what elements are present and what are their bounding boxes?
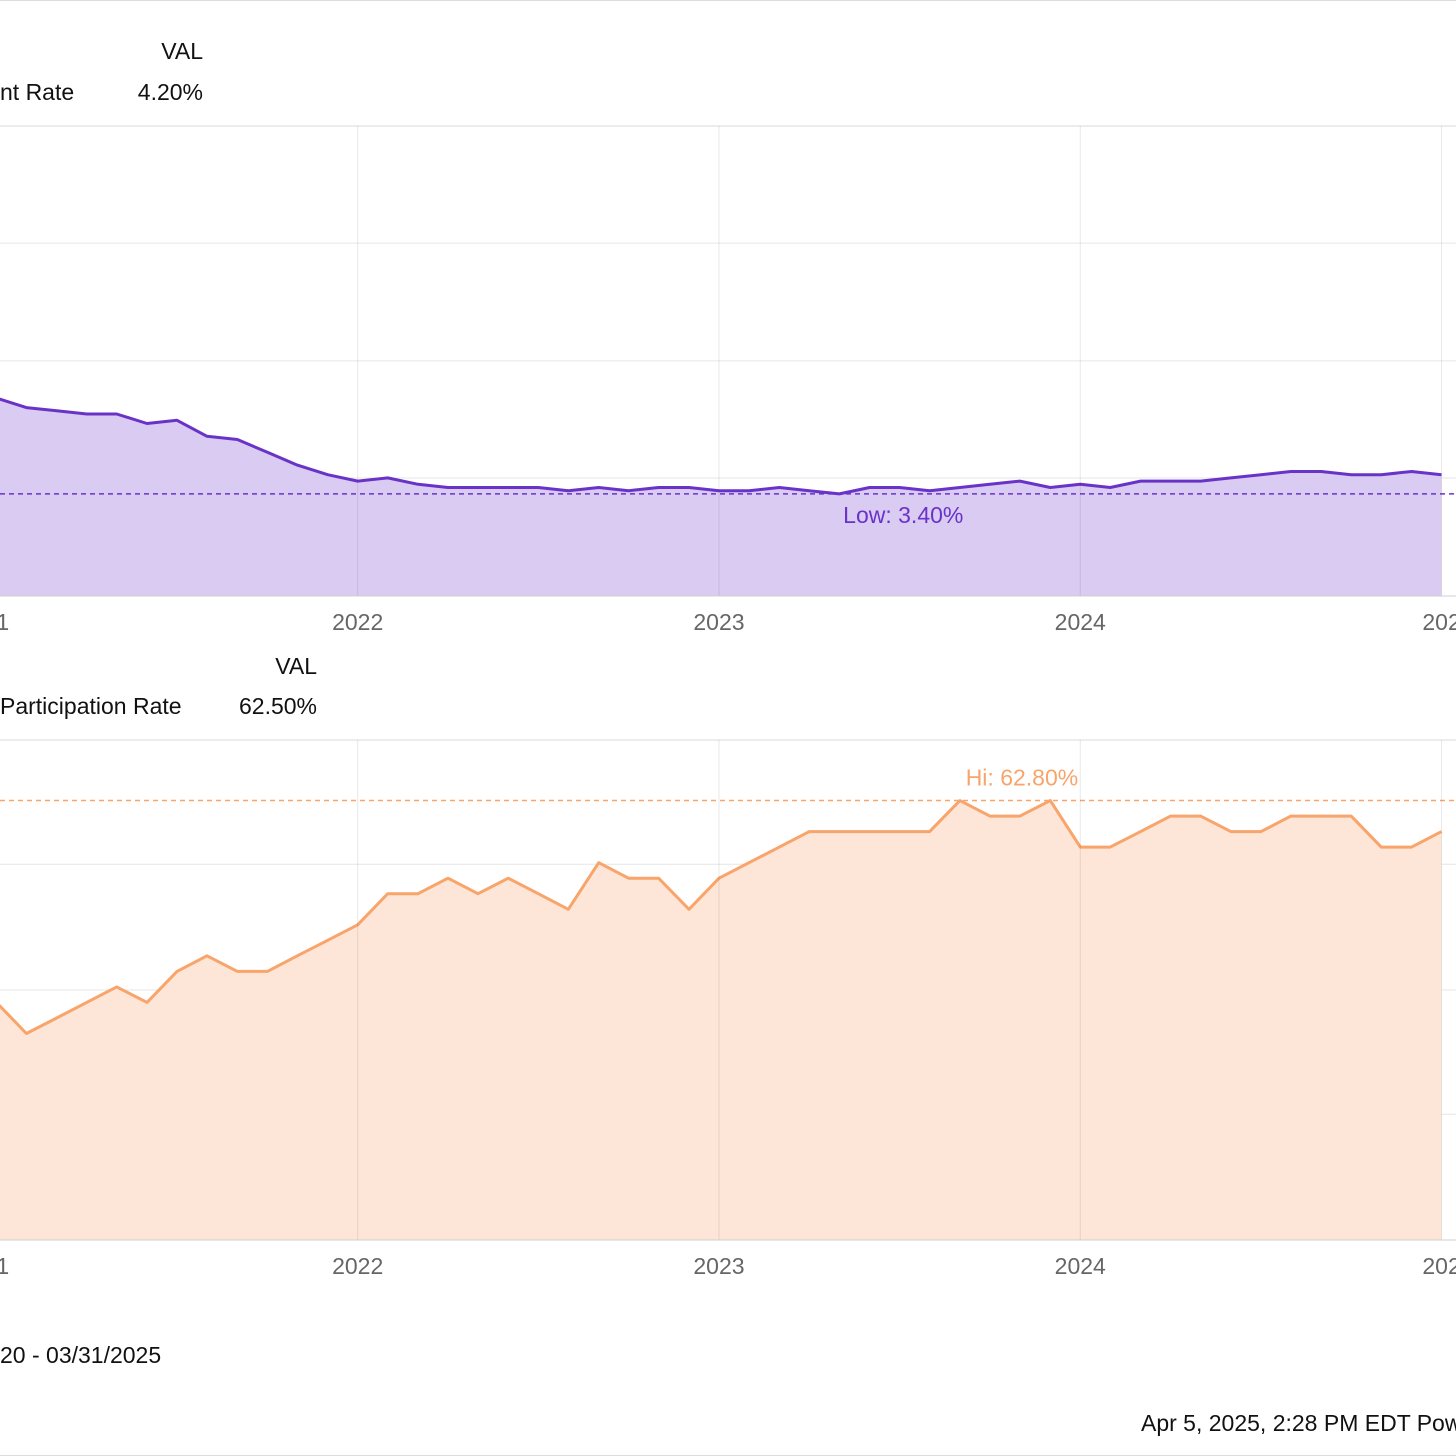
- reference-label: Low: 3.40%: [843, 502, 963, 528]
- x-tick-label: 202: [1422, 609, 1456, 635]
- x-tick-label: 2023: [693, 609, 744, 635]
- reference-label: Hi: 62.80%: [966, 765, 1079, 791]
- series-value: 62.50%: [239, 693, 317, 719]
- plot: [0, 799, 1456, 1240]
- series-line: [0, 799, 1443, 1035]
- series-name: nt Rate: [0, 79, 74, 105]
- x-tick-label: 21: [0, 1253, 9, 1279]
- chart: VAL Participation Rate 62.50% 21 2022 2023 202…: [0, 653, 1456, 1279]
- chart: VAL nt Rate 4.20% 21 2022 2023 2024 202 Low: 3.4…: [0, 38, 1456, 635]
- x-tick-label: 2024: [1055, 1253, 1106, 1279]
- column-header: VAL: [275, 653, 317, 679]
- series-value: 4.20%: [138, 79, 203, 105]
- x-tick-label: 21: [0, 609, 9, 635]
- timestamp: Apr 5, 2025, 2:28 PM EDT Powe: [1141, 1410, 1456, 1436]
- x-tick-label: 2024: [1055, 609, 1106, 635]
- column-header: VAL: [161, 38, 203, 64]
- date-range: 20 - 03/31/2025: [0, 1342, 161, 1368]
- series-name: Participation Rate: [0, 693, 182, 719]
- x-tick-label: 2022: [332, 1253, 383, 1279]
- area-fill: [0, 399, 1442, 596]
- x-tick-label: 2022: [332, 609, 383, 635]
- series-line: [0, 397, 1442, 496]
- area-fill: [0, 800, 1442, 1240]
- x-tick-label: 202: [1422, 1253, 1456, 1279]
- plot: [0, 397, 1456, 596]
- x-tick-label: 2023: [693, 1253, 744, 1279]
